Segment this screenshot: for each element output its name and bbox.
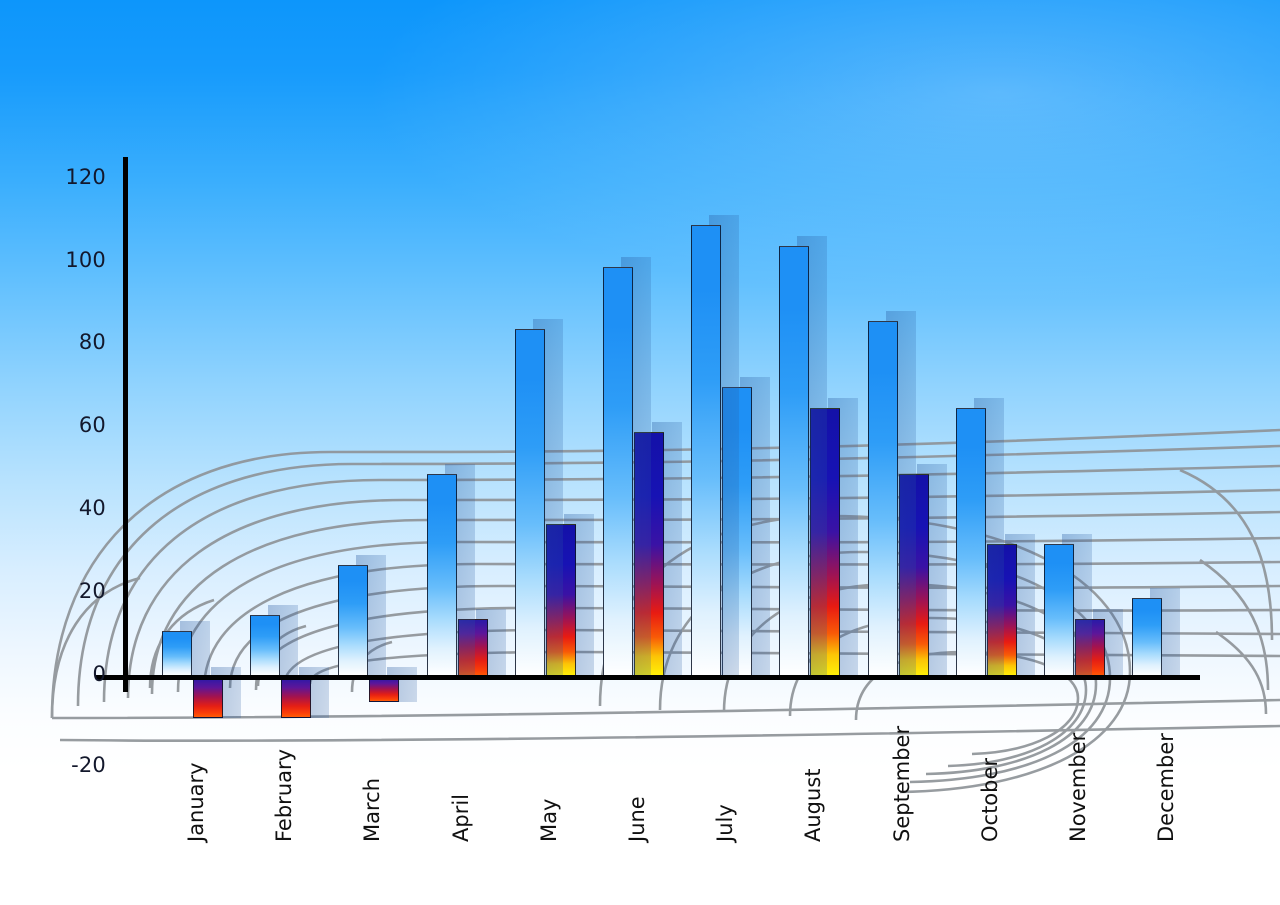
bar-january-secondary-face — [193, 677, 223, 719]
bar-october-primary-face — [955, 407, 986, 677]
bar-july-secondary-face — [722, 386, 753, 677]
y-tick-label-40: 40 — [78, 496, 106, 521]
x-tick-label-november: November — [1066, 732, 1090, 842]
y-tick-label--20: -20 — [71, 752, 106, 777]
bar-january-primary-face — [162, 631, 192, 677]
bar-february-secondary-face — [281, 677, 312, 719]
y-tick-label-0: 0 — [92, 662, 106, 686]
x-tick-label-september: September — [889, 725, 914, 842]
y-tick-label-100: 100 — [65, 247, 106, 272]
bar-october-primary[interactable] — [955, 407, 986, 677]
bar-april-secondary[interactable] — [457, 618, 488, 677]
x-tick-label-october: October — [977, 757, 1002, 842]
bar-september-secondary-face — [898, 473, 929, 677]
x-tick-label-june: June — [625, 796, 649, 842]
bar-july-primary[interactable] — [691, 225, 722, 677]
bar-may-secondary[interactable] — [545, 523, 576, 677]
bar-october-secondary[interactable] — [986, 544, 1017, 677]
bar-august-secondary[interactable] — [810, 407, 841, 677]
x-tick-label-february: February — [272, 748, 297, 842]
y-tick-label-80: 80 — [78, 330, 106, 355]
bar-november-primary[interactable] — [1044, 544, 1074, 677]
bar-august-primary[interactable] — [779, 245, 810, 677]
bar-june-secondary-face — [634, 432, 664, 677]
bar-may-secondary-face — [545, 523, 576, 677]
x-tick-label-april: April — [448, 794, 473, 842]
bar-august-secondary-face — [810, 407, 841, 677]
bar-march-primary-face — [338, 565, 369, 677]
y-tick-label-20: 20 — [78, 579, 106, 604]
bar-may-primary-face — [514, 328, 545, 677]
y-tick-mark-0 — [112, 676, 140, 679]
bar-february-primary[interactable] — [250, 614, 281, 677]
bar-september-primary[interactable] — [867, 320, 898, 677]
x-tick-label-december: December — [1154, 733, 1179, 842]
x-axis-baseline — [96, 675, 1200, 680]
bar-december-primary-face — [1132, 598, 1163, 677]
y-tick-label-60: 60 — [78, 413, 106, 438]
y-tick-label-120: 120 — [65, 164, 106, 189]
bar-november-primary-face — [1044, 544, 1074, 677]
x-tick-label-july: July — [713, 804, 738, 842]
bar-september-secondary[interactable] — [898, 473, 929, 677]
bar-march-secondary-face — [369, 677, 400, 702]
bar-april-secondary-face — [457, 618, 488, 677]
bar-july-primary-face — [691, 225, 722, 677]
bar-march-secondary[interactable] — [369, 677, 400, 702]
bar-september-primary-face — [867, 320, 898, 677]
bar-june-primary-face — [603, 266, 633, 677]
bar-march-primary[interactable] — [338, 565, 369, 677]
bar-february-primary-face — [250, 614, 281, 677]
y-axis-line — [123, 157, 128, 692]
bar-january-primary[interactable] — [162, 631, 192, 677]
bar-june-primary[interactable] — [603, 266, 633, 677]
bar-december-primary[interactable] — [1132, 598, 1163, 677]
bar-august-primary-face — [779, 245, 810, 677]
bar-october-secondary-face — [986, 544, 1017, 677]
bar-january-secondary[interactable] — [193, 677, 223, 719]
x-tick-label-january: January — [184, 762, 208, 842]
x-tick-label-march: March — [360, 777, 385, 842]
x-tick-label-august: August — [801, 768, 826, 843]
bar-june-secondary[interactable] — [634, 432, 664, 677]
bar-february-secondary[interactable] — [281, 677, 312, 719]
bar-april-primary-face — [426, 473, 457, 677]
bar-july-secondary[interactable] — [722, 386, 753, 677]
bar-april-primary[interactable] — [426, 473, 457, 677]
bar-may-primary[interactable] — [514, 328, 545, 677]
x-tick-label-may: May — [536, 798, 561, 842]
